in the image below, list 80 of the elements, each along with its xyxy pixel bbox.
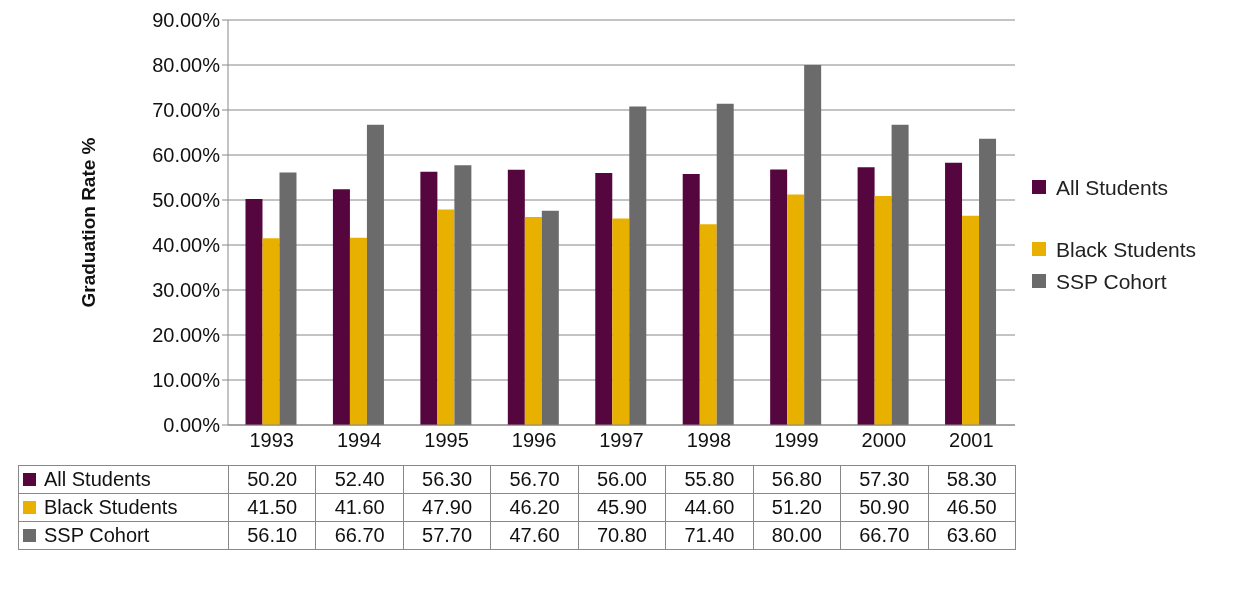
bar [962, 215, 980, 425]
bar [699, 224, 717, 425]
bar [349, 237, 367, 425]
bar [366, 124, 384, 425]
bar [770, 169, 788, 425]
bar [891, 124, 909, 425]
x-tick-label: 2001 [949, 429, 994, 452]
bar [454, 165, 472, 425]
data-label: 50.90 [840, 493, 928, 522]
y-tick-label: 70.00% [152, 99, 221, 122]
y-tick-label: 10.00% [152, 369, 221, 392]
data-label: 47.60 [490, 521, 579, 550]
bar [245, 199, 263, 425]
text: All Students [44, 468, 151, 490]
bar [682, 173, 700, 425]
bar [857, 167, 875, 425]
data-label: 57.70 [403, 521, 491, 550]
y-tick-label: 90.00% [152, 9, 221, 32]
data-label: 51.20 [753, 493, 841, 522]
y-axis-title: Graduation Rate % [77, 137, 99, 308]
legend-label: SSP Cohort [1056, 268, 1168, 295]
bar [945, 162, 963, 425]
data-label: 55.80 [665, 465, 754, 494]
bar [629, 106, 647, 425]
x-tick-label: 1998 [686, 429, 732, 452]
bar [332, 189, 350, 425]
x-tick-label: 1997 [599, 429, 644, 452]
x-tick-label: 1996 [511, 429, 557, 452]
bar [612, 218, 630, 425]
data-label: 56.30 [403, 465, 491, 494]
data-label: 63.60 [928, 521, 1016, 550]
data-label: 57.30 [840, 465, 928, 494]
bar [262, 238, 280, 425]
data-label: 71.40 [665, 521, 754, 550]
bar [874, 195, 892, 425]
data-label: 58.30 [928, 465, 1016, 494]
bar [979, 138, 997, 425]
x-tick-label: 1995 [424, 429, 469, 452]
data-label: 70.80 [578, 521, 666, 550]
data-label: 45.90 [578, 493, 666, 522]
data-label: 46.20 [490, 493, 579, 522]
data-label: 56.70 [490, 465, 579, 494]
data-label: 52.40 [315, 465, 404, 494]
data-label: 56.80 [753, 465, 841, 494]
legend-label: All Students [1056, 174, 1170, 201]
y-tick-label: 80.00% [152, 54, 221, 77]
y-tick-label: 20.00% [152, 324, 221, 347]
data-label: 50.20 [228, 465, 316, 494]
data-label: 41.50 [228, 493, 316, 522]
legend-label: Black Students [1056, 236, 1198, 263]
data-label: 56.00 [578, 465, 666, 494]
bar [804, 65, 822, 425]
data-label: 44.60 [665, 493, 754, 522]
x-tick-label: 1994 [336, 429, 382, 452]
data-label: 66.70 [840, 521, 928, 550]
y-tick-label: 50.00% [152, 189, 221, 212]
text: Black Students [44, 496, 178, 518]
x-tick-label: 1993 [249, 429, 294, 452]
bar [507, 169, 525, 425]
bar [541, 210, 559, 425]
y-tick-label: 40.00% [152, 234, 221, 257]
data-label: 41.60 [315, 493, 404, 522]
y-tick-label: 60.00% [152, 144, 221, 167]
bar [787, 194, 805, 425]
y-tick-label: 30.00% [152, 279, 221, 302]
bar [279, 172, 297, 425]
x-tick-label: 2000 [861, 429, 907, 452]
bar [437, 209, 455, 425]
bar [524, 217, 542, 425]
data-label: 47.90 [403, 493, 491, 522]
x-tick-label: 1999 [774, 429, 819, 452]
text: SSP Cohort [44, 524, 150, 546]
data-label: 66.70 [315, 521, 404, 550]
data-label: 80.00 [753, 521, 841, 550]
y-tick-label: 0.00% [163, 414, 221, 437]
bar [595, 173, 613, 425]
bar [420, 171, 438, 425]
data-label: 46.50 [928, 493, 1016, 522]
data-label: 56.10 [228, 521, 316, 550]
bar [716, 103, 734, 425]
